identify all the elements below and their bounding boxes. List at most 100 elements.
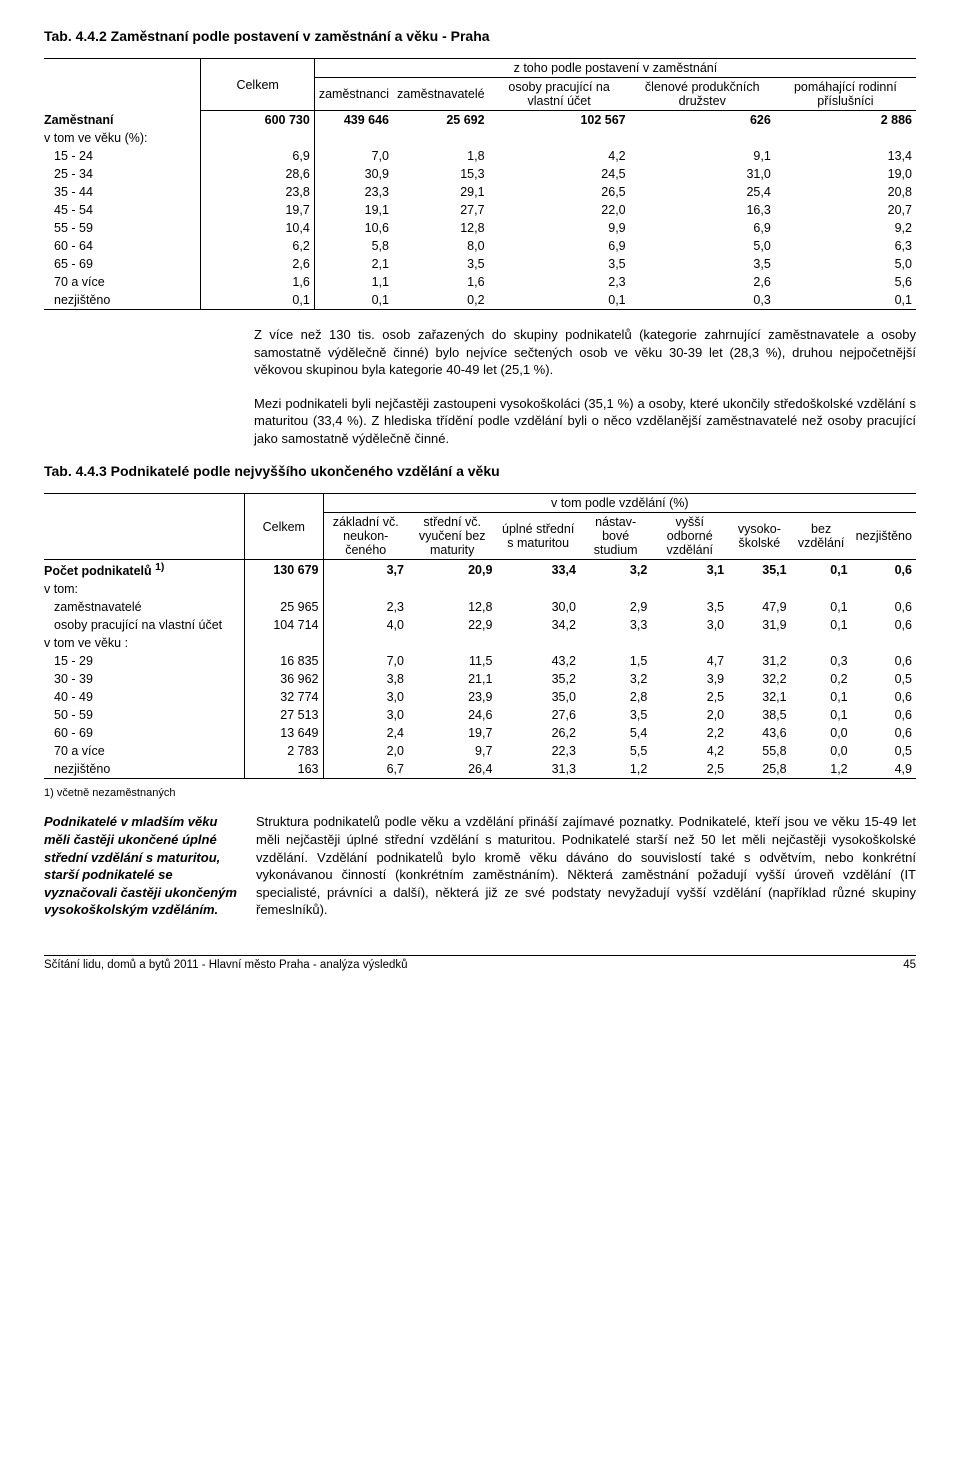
h443-c6: bez vzdělání xyxy=(791,513,852,560)
cell: 3,8 xyxy=(323,670,408,688)
cell: 20,9 xyxy=(408,560,496,581)
cell: 2,9 xyxy=(580,598,651,616)
row-label: 60 - 64 xyxy=(44,237,201,255)
cell xyxy=(408,634,496,652)
cell: 2,4 xyxy=(323,724,408,742)
footer-page: 45 xyxy=(903,959,916,971)
cell: 24,6 xyxy=(408,706,496,724)
cell: 26,5 xyxy=(489,183,630,201)
row-label: nezjištěno xyxy=(44,760,245,779)
cell: 0,1 xyxy=(791,706,852,724)
cell: 1,2 xyxy=(791,760,852,779)
cell: 27,6 xyxy=(496,706,580,724)
cell: 0,1 xyxy=(201,291,314,310)
row-label: zaměstnavatelé xyxy=(44,598,245,616)
cell: 1,8 xyxy=(393,147,489,165)
cell xyxy=(496,580,580,598)
cell: 7,0 xyxy=(323,652,408,670)
cell xyxy=(630,129,775,147)
cell: 5,6 xyxy=(775,273,916,291)
cell: 28,6 xyxy=(201,165,314,183)
hdr-c1: zaměstnavatelé xyxy=(393,78,489,111)
cell: 5,0 xyxy=(630,237,775,255)
row-label: Počet podnikatelů 1) xyxy=(44,560,245,581)
cell: 6,3 xyxy=(775,237,916,255)
cell: 23,9 xyxy=(408,688,496,706)
cell: 0,1 xyxy=(791,616,852,634)
cell: 43,6 xyxy=(728,724,790,742)
h443-c2: úplné střední s maturitou xyxy=(496,513,580,560)
row-label: 40 - 49 xyxy=(44,688,245,706)
cell: 0,1 xyxy=(489,291,630,310)
cell: 0,6 xyxy=(852,706,916,724)
cell: 1,1 xyxy=(314,273,393,291)
cell xyxy=(489,129,630,147)
cell: 3,0 xyxy=(323,688,408,706)
row-label: 70 a více xyxy=(44,742,245,760)
cell: 2,6 xyxy=(630,273,775,291)
h443-c5: vysoko-školské xyxy=(728,513,790,560)
cell: 9,7 xyxy=(408,742,496,760)
cell: 19,7 xyxy=(201,201,314,219)
cell: 19,7 xyxy=(408,724,496,742)
cell: 32 774 xyxy=(245,688,323,706)
cell: 0,0 xyxy=(791,724,852,742)
cell: 6,2 xyxy=(201,237,314,255)
cell: 5,5 xyxy=(580,742,651,760)
row-label: 65 - 69 xyxy=(44,255,201,273)
cell: 2,0 xyxy=(651,706,728,724)
cell: 10,4 xyxy=(201,219,314,237)
cell xyxy=(393,129,489,147)
cell: 6,7 xyxy=(323,760,408,779)
cell: 26,2 xyxy=(496,724,580,742)
cell: 8,0 xyxy=(393,237,489,255)
cell xyxy=(245,634,323,652)
cell: 22,3 xyxy=(496,742,580,760)
cell: 55,8 xyxy=(728,742,790,760)
tab443-footnote: 1) včetně nezaměstnaných xyxy=(44,787,916,799)
cell xyxy=(323,634,408,652)
cell: 33,4 xyxy=(496,560,580,581)
cell: 5,0 xyxy=(775,255,916,273)
cell xyxy=(728,580,790,598)
cell: 4,0 xyxy=(323,616,408,634)
cell: 6,9 xyxy=(489,237,630,255)
hdr-super: z toho podle postavení v zaměstnání xyxy=(314,59,916,78)
cell: 26,4 xyxy=(408,760,496,779)
cell: 4,2 xyxy=(489,147,630,165)
cell: 25 692 xyxy=(393,111,489,130)
cell: 4,2 xyxy=(651,742,728,760)
cell: 36 962 xyxy=(245,670,323,688)
h443-c3: nástav-bové studium xyxy=(580,513,651,560)
cell: 2,5 xyxy=(651,688,728,706)
cell: 35,0 xyxy=(496,688,580,706)
side-paragraph: Podnikatelé v mladším věku měli častěji … xyxy=(44,813,242,918)
cell: 0,1 xyxy=(791,598,852,616)
h443-c0: základní vč. neukon-čeného xyxy=(323,513,408,560)
h443-c7: nezjištěno xyxy=(852,513,916,560)
cell: 2,1 xyxy=(314,255,393,273)
hdr-celkem: Celkem xyxy=(201,59,314,111)
cell: 2,8 xyxy=(580,688,651,706)
cell: 38,5 xyxy=(728,706,790,724)
cell: 16 835 xyxy=(245,652,323,670)
cell: 0,6 xyxy=(852,688,916,706)
cell: 2,0 xyxy=(323,742,408,760)
cell: 27,7 xyxy=(393,201,489,219)
cell: 3,0 xyxy=(651,616,728,634)
cell: 6,9 xyxy=(201,147,314,165)
cell xyxy=(791,634,852,652)
cell: 23,3 xyxy=(314,183,393,201)
cell: 31,2 xyxy=(728,652,790,670)
cell: 2 886 xyxy=(775,111,916,130)
cell: 12,8 xyxy=(408,598,496,616)
cell: 20,7 xyxy=(775,201,916,219)
row-label: 60 - 69 xyxy=(44,724,245,742)
row-label: v tom ve věku (%): xyxy=(44,129,201,147)
cell: 1,2 xyxy=(580,760,651,779)
cell: 4,9 xyxy=(852,760,916,779)
row-label: 50 - 59 xyxy=(44,706,245,724)
cell xyxy=(852,580,916,598)
cell: 0,0 xyxy=(791,742,852,760)
row-label: nezjištěno xyxy=(44,291,201,310)
